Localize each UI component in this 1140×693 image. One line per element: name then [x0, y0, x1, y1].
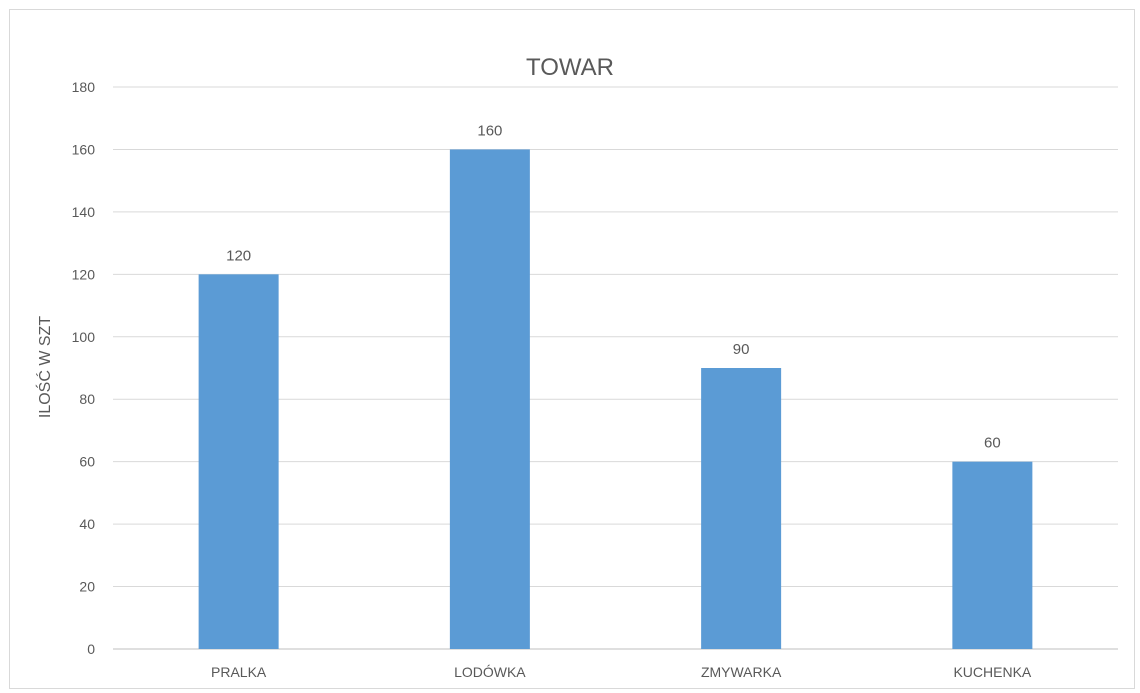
x-tick-label: KUCHENKA [953, 664, 1031, 680]
bars [198, 149, 1033, 649]
y-tick-label: 140 [72, 204, 96, 220]
bar-lodówka [449, 149, 530, 649]
x-tick-label: PRALKA [211, 664, 267, 680]
y-tick-label: 40 [79, 516, 95, 532]
data-labels: 120 160 90 60 [226, 122, 1001, 451]
y-tick-label: 20 [79, 579, 95, 595]
y-tick-label: 0 [87, 641, 95, 657]
chart-title: TOWAR [526, 54, 614, 81]
data-label: 160 [477, 122, 502, 139]
x-tick-label: LODÓWKA [454, 664, 526, 680]
y-tick-label: 80 [79, 391, 95, 407]
bar-kuchenka [952, 461, 1033, 649]
y-tick-label: 160 [72, 141, 96, 157]
data-label: 90 [733, 341, 750, 358]
y-tick-label: 120 [72, 266, 96, 282]
chart-frame [9, 9, 1135, 689]
data-label: 60 [984, 435, 1001, 452]
y-tick-labels: 0 20 40 60 80 100 120 140 160 180 [72, 79, 96, 657]
y-tick-label: 60 [79, 454, 95, 470]
data-label: 120 [226, 247, 251, 264]
x-tick-label: ZMYWARKA [701, 664, 782, 680]
bar-zmywarka [701, 368, 782, 649]
bar-pralka [198, 274, 279, 649]
y-tick-label: 180 [72, 79, 96, 95]
x-tick-labels: PRALKA LODÓWKA ZMYWARKA KUCHENKA [211, 664, 1032, 680]
gridlines [113, 86, 1118, 650]
y-tick-label: 100 [72, 329, 96, 345]
